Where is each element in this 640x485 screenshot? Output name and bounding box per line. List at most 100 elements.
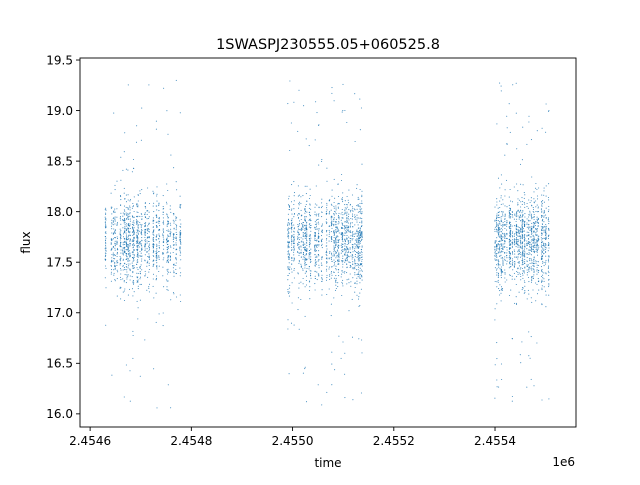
data-point [506,234,508,236]
data-point [330,257,332,259]
data-point [357,211,359,213]
data-point [530,258,532,260]
data-point [298,248,300,250]
data-point [359,304,361,307]
data-point [105,254,107,256]
data-point [523,225,526,228]
data-point [179,248,181,250]
data-point [526,298,528,300]
data-point [141,240,143,242]
data-point [498,288,500,290]
data-point [148,243,150,245]
data-point [361,274,363,276]
data-point [360,269,363,271]
data-point [318,228,320,230]
data-point [148,230,150,232]
data-point [141,229,143,232]
data-point [497,225,499,227]
data-point [158,258,160,261]
data-point [132,202,134,205]
data-point [535,182,537,185]
data-point [314,248,316,250]
data-point [179,231,181,233]
data-point [357,240,359,242]
data-point [148,228,150,230]
data-point [344,221,346,223]
data-point [302,258,304,260]
data-point [548,283,550,285]
data-point [496,224,498,227]
data-point [114,267,116,269]
data-point [360,239,362,242]
data-point [129,370,131,372]
data-point [541,246,543,249]
data-point [333,205,335,207]
data-point [522,200,524,202]
data-point [518,199,520,201]
data-point [129,220,131,222]
data-point [180,252,182,254]
data-point [329,251,331,253]
data-point [127,259,129,262]
data-point [104,226,106,228]
data-point [125,282,127,284]
data-point [536,245,538,247]
data-point [123,151,125,153]
data-point [536,234,538,236]
data-point [361,256,363,258]
data-point [111,213,113,215]
data-point [354,93,356,95]
data-point [306,200,308,202]
data-point [359,236,361,238]
data-point [310,208,312,210]
data-point [541,233,544,235]
data-point [545,250,547,253]
data-point [298,232,300,234]
data-point [135,234,138,236]
data-point [288,242,290,244]
data-point [331,255,333,257]
data-point [335,279,337,281]
data-point [114,237,117,239]
data-point [515,233,517,235]
data-point [326,207,328,209]
data-point [349,266,351,269]
data-point [528,227,530,229]
data-point [509,251,511,253]
data-point [506,263,508,265]
data-point [541,223,544,225]
data-point [126,229,128,231]
data-point [517,229,519,231]
data-point [517,240,519,242]
data-point [148,223,150,226]
data-point [545,185,547,187]
data-point [321,256,323,258]
data-point [156,249,158,251]
data-point [179,230,182,232]
data-point [361,194,363,196]
data-point [530,246,532,248]
data-point [338,217,340,219]
data-point [536,243,538,246]
data-point [316,222,318,224]
data-point [123,247,126,249]
data-point [346,225,348,227]
data-point [148,245,150,247]
data-point [120,298,122,300]
data-point [113,274,115,276]
data-point [360,392,363,394]
data-point [289,80,291,82]
data-point [123,230,125,232]
data-point [357,253,359,255]
data-point [139,271,141,273]
data-point [500,218,502,220]
data-point [110,269,113,271]
data-point [508,294,511,297]
data-point [162,245,164,247]
data-point [133,243,135,245]
data-point [163,87,165,89]
data-point [291,259,293,261]
data-point [137,232,139,234]
data-point [541,281,543,283]
data-point [123,290,125,292]
